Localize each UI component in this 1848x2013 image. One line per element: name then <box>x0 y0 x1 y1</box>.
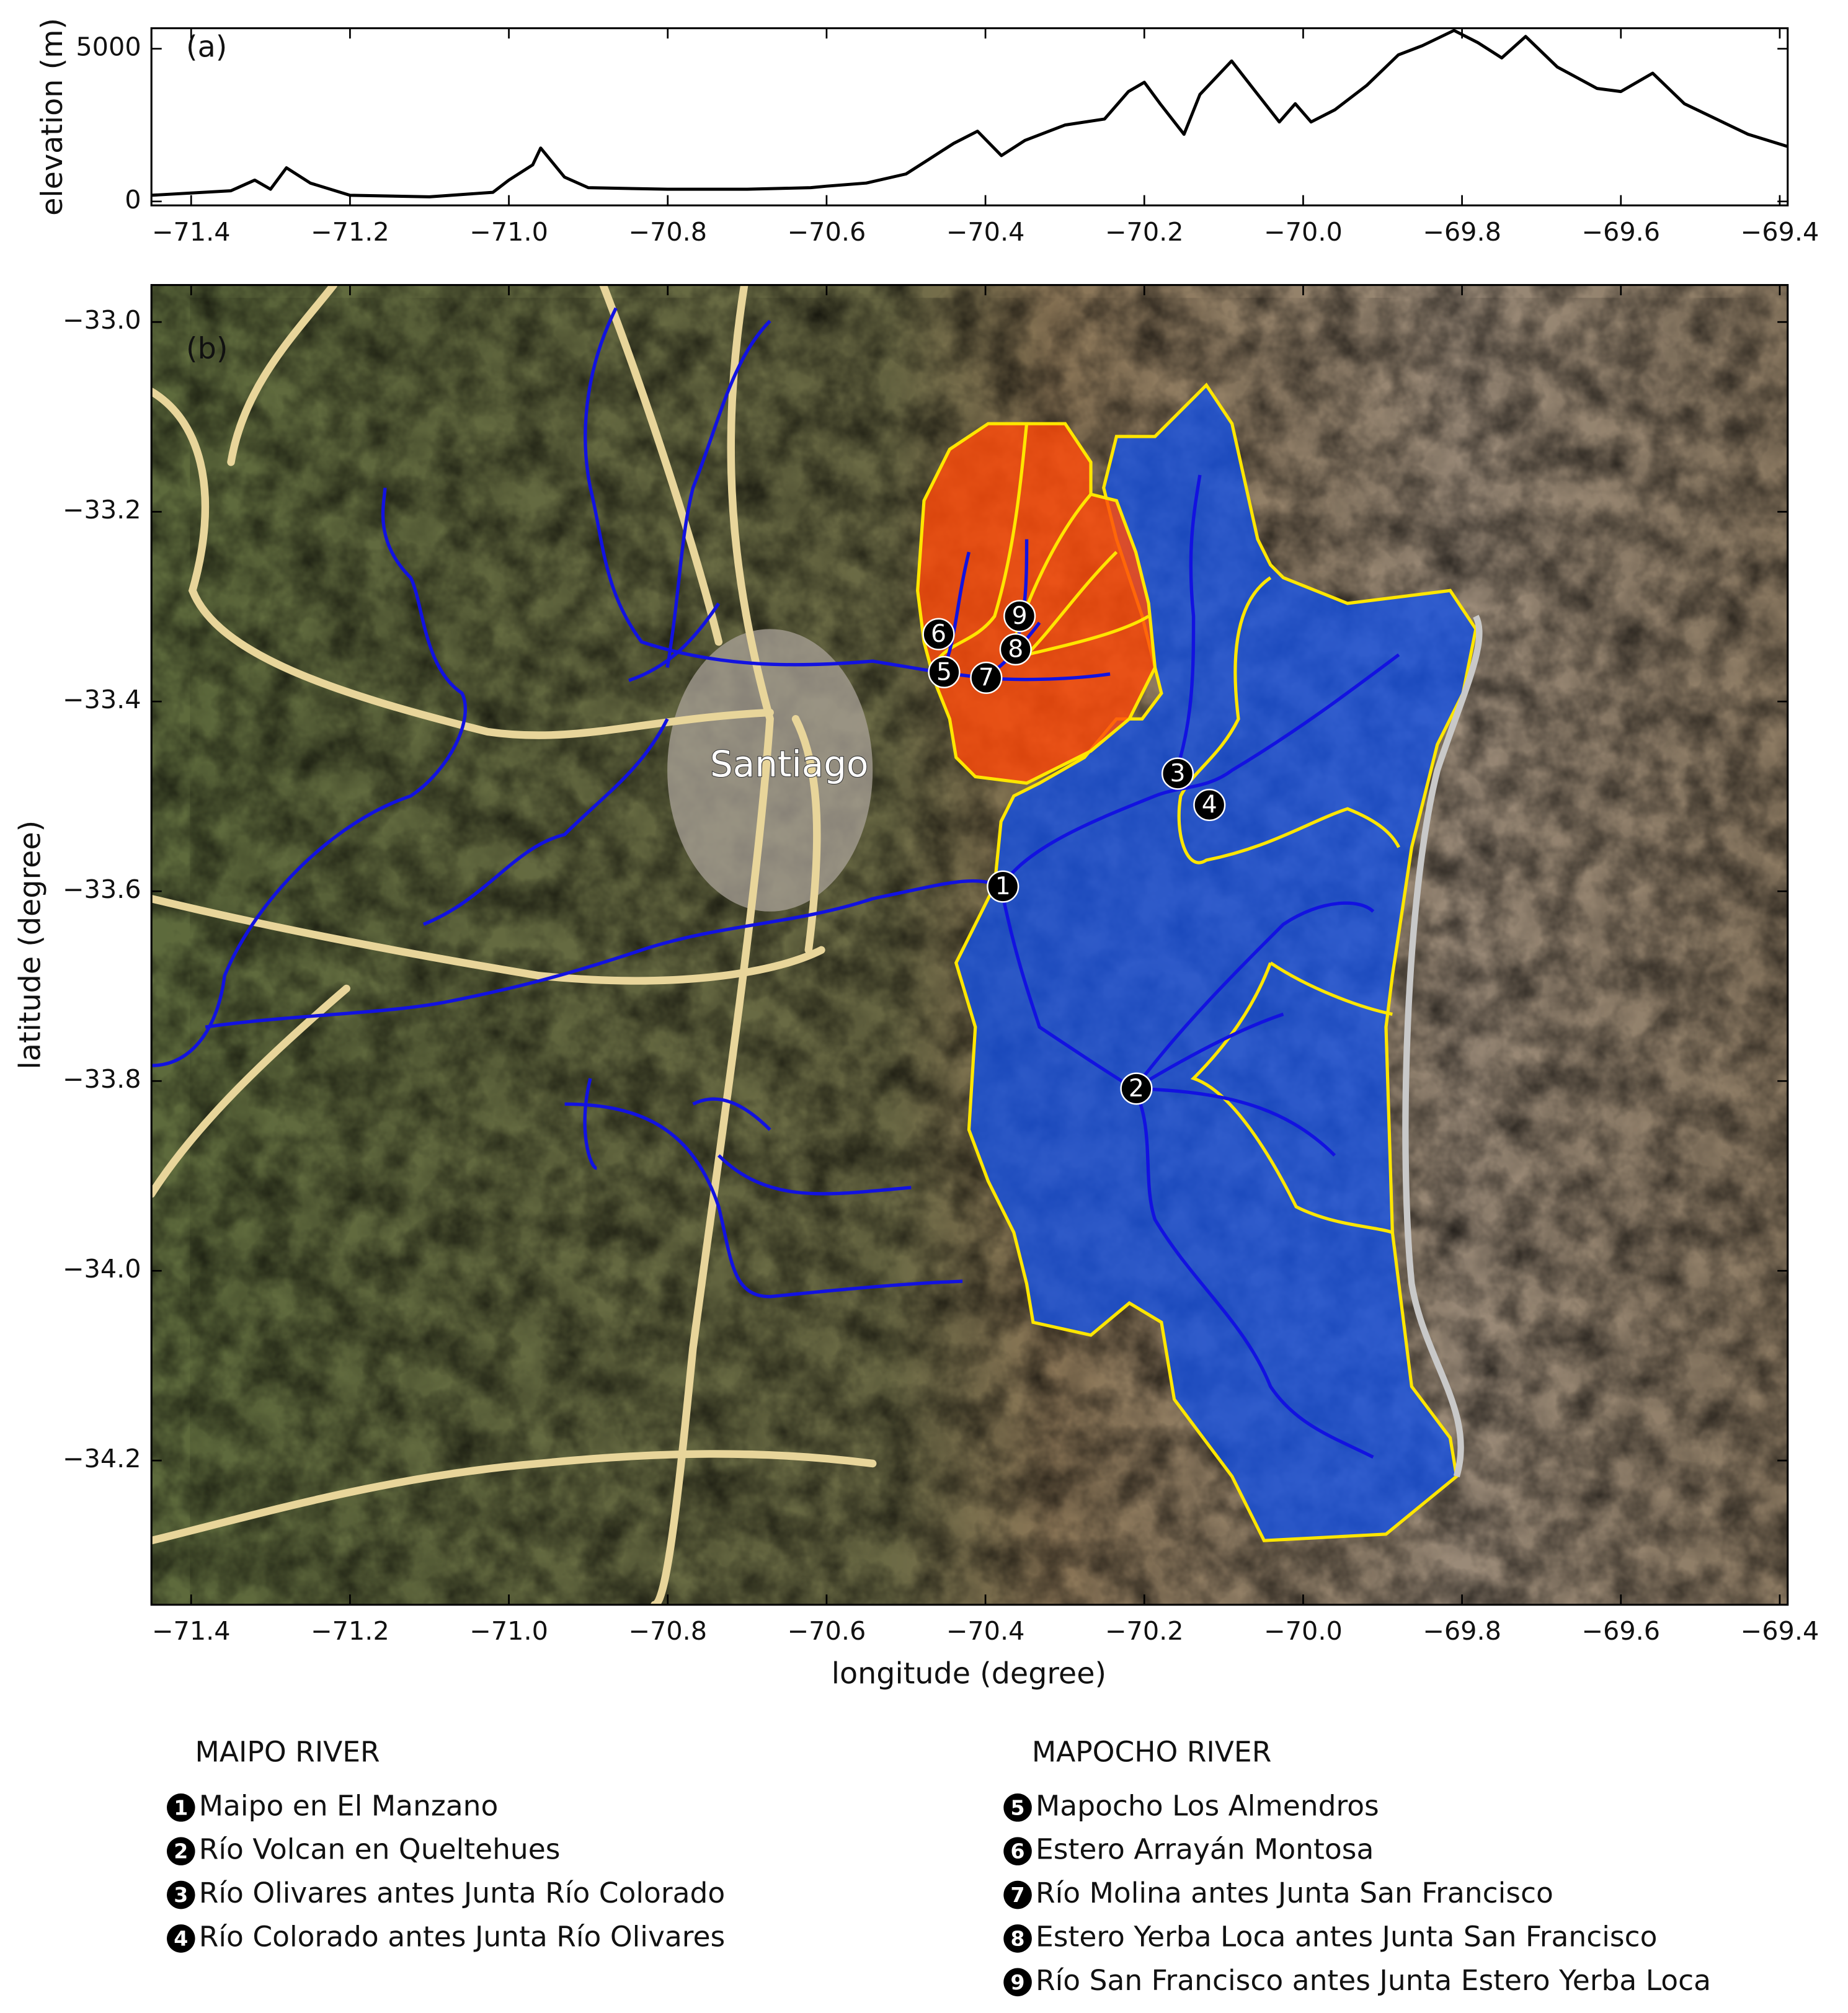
legend-number: 1 <box>174 1795 188 1820</box>
legend-marker <box>1003 1837 1032 1865</box>
station-label: 3 <box>1170 760 1186 788</box>
rivers <box>151 307 1400 1459</box>
x-tick-label: −70.6 <box>788 1616 866 1646</box>
station-label: 9 <box>1012 602 1028 630</box>
station-marker <box>1120 1072 1153 1105</box>
station-marker <box>928 655 961 688</box>
legend-number: 8 <box>1011 1926 1025 1950</box>
x-tick-label: −69.4 <box>1741 217 1819 247</box>
legend-number: 3 <box>174 1883 188 1907</box>
map <box>151 285 1788 1605</box>
legend-marker <box>167 1837 195 1865</box>
panel-label: (b) <box>186 332 228 366</box>
x-tick-label: −70.8 <box>628 217 707 247</box>
axes-frame-a <box>150 27 1789 207</box>
legend-entry: Mapocho Los Almendros <box>1036 1789 1379 1822</box>
station-label: 6 <box>931 620 946 648</box>
legend-number: 2 <box>174 1839 188 1864</box>
legend-marker <box>167 1880 195 1909</box>
elevation-line <box>151 29 1788 198</box>
legend-marker <box>1003 1880 1032 1909</box>
station-label: 7 <box>979 664 994 692</box>
x-tick-label: −69.8 <box>1423 217 1501 247</box>
y-axis-label: elevation (m) <box>35 18 69 216</box>
x-axis-label: longitude (degree) <box>832 1657 1106 1691</box>
legend-marker <box>1003 1924 1032 1953</box>
city-area <box>667 629 873 912</box>
x-tick-label: −69.8 <box>1423 1616 1501 1646</box>
basin-border <box>1402 615 1483 1478</box>
station-label: 5 <box>936 658 952 686</box>
legend-entry: Maipo en El Manzano <box>199 1789 499 1822</box>
legend-number: 5 <box>1011 1795 1025 1820</box>
legend-entry: Río Molina antes Junta San Francisco <box>1036 1877 1553 1909</box>
station-label: 8 <box>1008 636 1023 664</box>
y-tick-label: −34.0 <box>63 1254 141 1284</box>
legend-title: MAIPO RIVER <box>195 1735 380 1768</box>
x-tick-label: −70.0 <box>1264 217 1343 247</box>
x-tick-label: −70.0 <box>1264 1616 1343 1646</box>
x-tick-label: −71.2 <box>311 1616 389 1646</box>
x-tick-label: −71.4 <box>152 1616 231 1646</box>
station-marker <box>1003 600 1036 633</box>
y-tick-label: −33.2 <box>63 495 141 525</box>
x-tick-label: −70.2 <box>1105 1616 1184 1646</box>
station-marker <box>970 661 1003 695</box>
y-tick-label: −33.8 <box>63 1064 141 1094</box>
y-tick-label: 0 <box>125 185 141 215</box>
x-tick-label: −69.6 <box>1581 1616 1660 1646</box>
x-tick-label: −70.6 <box>788 217 866 247</box>
station-marker <box>1161 757 1194 790</box>
legend-title: MAPOCHO RIVER <box>1032 1735 1271 1768</box>
station-marker <box>999 633 1032 666</box>
legend-marker <box>167 1924 195 1953</box>
x-tick-label: −69.4 <box>1741 1616 1819 1646</box>
legend-marker <box>1003 1968 1032 1997</box>
city-label: Santiago <box>710 743 869 785</box>
panel-label: (a) <box>186 30 227 64</box>
station-marker <box>1193 788 1226 822</box>
legend-marker <box>1003 1793 1032 1822</box>
station-label: 2 <box>1129 1075 1144 1103</box>
x-tick-label: −69.6 <box>1581 217 1660 247</box>
legend-number: 6 <box>1011 1839 1025 1864</box>
legend-entry: Estero Yerba Loca antes Junta San Franci… <box>1036 1920 1657 1953</box>
axes-frame-b <box>150 284 1789 1606</box>
station-marker <box>922 618 955 651</box>
x-tick-label: −70.8 <box>628 1616 707 1646</box>
y-tick-label: −33.6 <box>63 874 141 904</box>
y-tick-label: 5000 <box>76 32 141 62</box>
y-tick-label: −34.2 <box>63 1444 141 1473</box>
x-tick-label: −71.4 <box>152 217 231 247</box>
legend-marker <box>167 1793 195 1822</box>
x-tick-label: −71.2 <box>311 217 389 247</box>
legend-entry: Río Olivares antes Junta Río Colorado <box>199 1877 725 1909</box>
mapocho-basin <box>916 422 1157 785</box>
y-tick-label: −33.4 <box>63 685 141 714</box>
legend-entry: Estero Arrayán Montosa <box>1036 1833 1374 1866</box>
x-tick-label: −71.0 <box>469 1616 548 1646</box>
x-tick-label: −70.4 <box>946 1616 1025 1646</box>
legend-number: 7 <box>1011 1883 1025 1907</box>
station-marker <box>987 870 1020 903</box>
legend-number: 9 <box>1011 1970 1025 1994</box>
station-label: 1 <box>995 873 1011 900</box>
legend-entry: Río Volcan en Queltehues <box>199 1833 561 1866</box>
legend-entry: Río Colorado antes Junta Río Olivares <box>199 1920 725 1953</box>
legend-number: 4 <box>174 1926 188 1950</box>
x-tick-label: −70.2 <box>1105 217 1184 247</box>
y-axis-label: latitude (degree) <box>14 820 48 1070</box>
x-tick-label: −70.4 <box>946 217 1025 247</box>
roads <box>151 285 877 1605</box>
station-label: 4 <box>1202 791 1217 819</box>
x-tick-label: −71.0 <box>469 217 548 247</box>
legend-entry: Río San Francisco antes Junta Estero Yer… <box>1036 1964 1711 1997</box>
y-tick-label: −33.0 <box>63 305 141 335</box>
